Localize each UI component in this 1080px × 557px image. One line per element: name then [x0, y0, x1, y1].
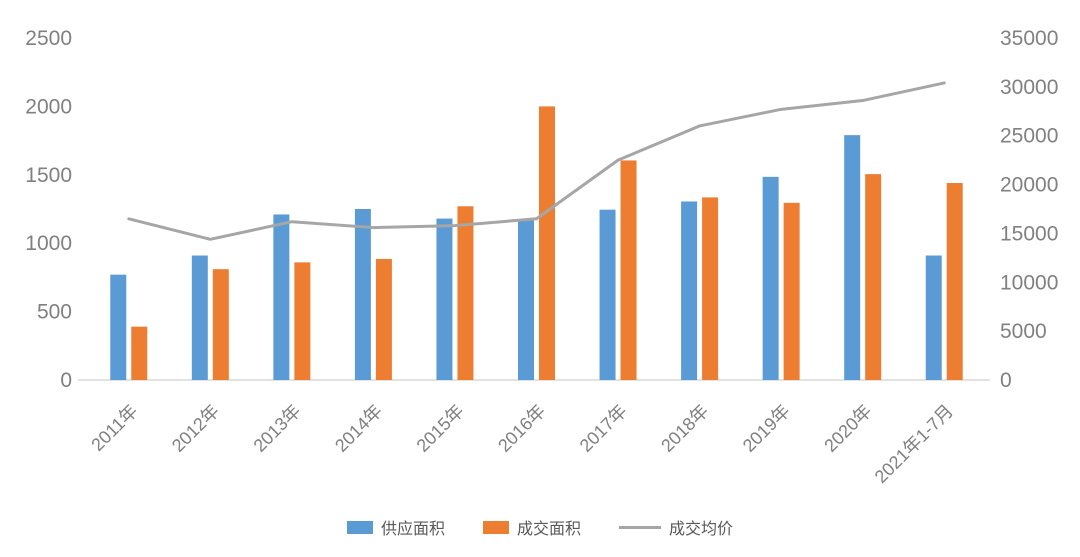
- x-axis-label-2011年: 2011年: [87, 401, 141, 455]
- bar-供应面积-2016年: [518, 219, 534, 380]
- x-axis-label-2017年: 2017年: [576, 401, 631, 456]
- x-axis-label-2015年: 2015年: [413, 401, 468, 456]
- x-axis-label-2019年: 2019年: [739, 401, 794, 456]
- legend-item-supply-area[interactable]: 供应面积: [346, 515, 445, 539]
- bar-供应面积-2015年: [436, 218, 453, 380]
- x-axis-label-2018年: 2018年: [657, 401, 712, 456]
- bar-供应面积-2013年: [273, 214, 290, 380]
- bar-成交面积-2016年: [539, 106, 555, 381]
- right-axis-tick-label: 25000: [1000, 125, 1058, 148]
- legend-label-supply-area: 供应面积: [380, 521, 445, 538]
- legend-item-average-price[interactable]: 成交均价: [619, 515, 733, 539]
- right-axis-tick-label: 15000: [1000, 222, 1058, 245]
- bar-供应面积-2020年: [844, 135, 861, 380]
- legend-item-transaction-area[interactable]: 成交面积: [482, 515, 581, 539]
- bar-成交面积-2017年: [620, 160, 637, 380]
- left-axis-tick-label: 0: [60, 369, 72, 392]
- transaction-area-swatch: [482, 520, 509, 534]
- legend-label-transaction-area: 成交面积: [516, 521, 581, 538]
- bar-成交面积-2014年: [375, 258, 392, 380]
- chart-legend: 供应面积 成交面积 成交均价: [0, 515, 1080, 539]
- bar-成交面积-2015年: [457, 206, 474, 380]
- bar-成交面积-2013年: [294, 262, 311, 380]
- right-axis-tick-label: 30000: [1000, 76, 1058, 99]
- right-axis-tick-label: 10000: [1000, 271, 1058, 294]
- bar-供应面积-2018年: [681, 201, 698, 380]
- left-axis-tick-label: 1500: [25, 164, 72, 187]
- left-axis-tick-label: 500: [37, 301, 72, 324]
- bar-成交面积-2019年: [783, 202, 800, 380]
- bar-供应面积-2012年: [191, 255, 208, 380]
- left-axis-tick-label: 2000: [25, 95, 72, 118]
- line-成交均价: [127, 81, 946, 241]
- bar-成交面积-2011年: [131, 326, 148, 380]
- average-price-line-swatch: [619, 525, 661, 529]
- x-axis-label-2016年: 2016年: [494, 401, 549, 456]
- bar-供应面积-2021年1-7月: [925, 255, 942, 380]
- right-axis-tick-label: 35000: [1000, 27, 1058, 50]
- left-axis-tick-label: 1000: [25, 232, 72, 255]
- x-axis-label-2020年: 2020年: [820, 401, 875, 456]
- right-axis-tick-label: 5000: [1000, 320, 1047, 343]
- bar-成交面积-2020年: [865, 174, 882, 380]
- bar-成交面积-2012年: [212, 269, 229, 380]
- x-axis-label-2013年: 2013年: [250, 401, 305, 456]
- x-axis-label-2014年: 2014年: [331, 401, 386, 456]
- left-axis-tick-label: 2500: [25, 27, 72, 50]
- supply-area-swatch: [346, 520, 373, 534]
- bar-供应面积-2011年: [110, 274, 127, 380]
- bar-供应面积-2014年: [354, 209, 371, 380]
- bar-供应面积-2019年: [762, 176, 779, 380]
- legend-label-average-price: 成交均价: [669, 521, 734, 538]
- right-axis-tick-label: 0: [1000, 369, 1012, 392]
- bar-成交面积-2018年: [702, 197, 719, 380]
- right-axis-tick-label: 20000: [1000, 174, 1058, 197]
- bar-供应面积-2017年: [599, 209, 616, 380]
- x-axis-label-2012年: 2012年: [168, 401, 223, 456]
- bar-成交面积-2021年1-7月: [946, 183, 963, 380]
- x-axis-label-2021年1-7月: 2021年1-7月: [871, 401, 957, 487]
